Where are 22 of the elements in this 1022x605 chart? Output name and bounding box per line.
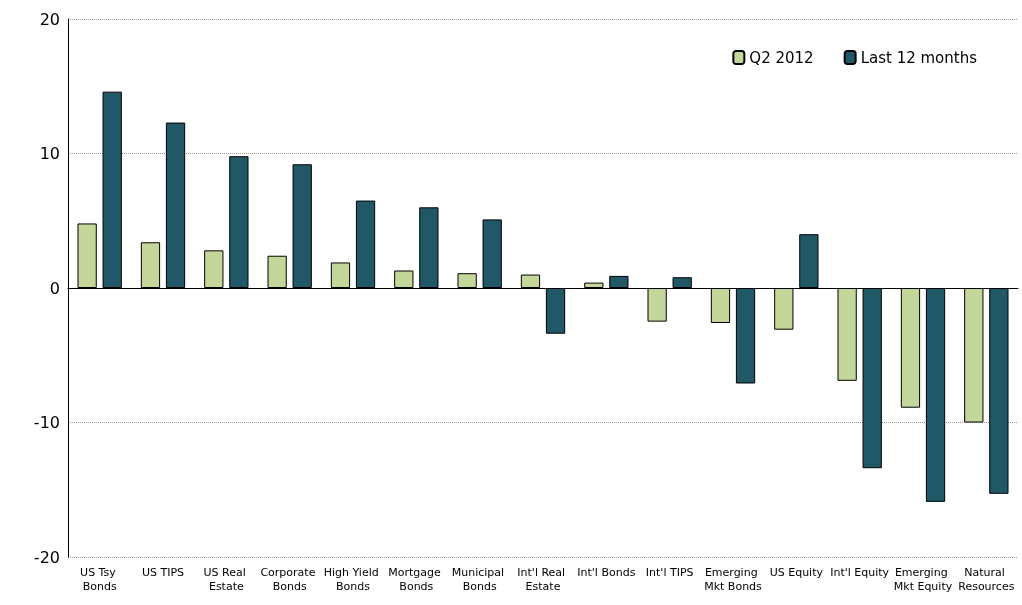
x-tick-label: US TIPS xyxy=(141,565,185,579)
x-tick-label: Int'l Real Estate xyxy=(517,565,569,593)
x-tick-label: Mortgage Bonds xyxy=(388,565,445,593)
x-tick-label: Emerging Mkt Bonds xyxy=(704,565,763,593)
legend-label: Last 12 months xyxy=(860,48,978,67)
x-tick-label: Municipal Bonds xyxy=(451,565,508,593)
x-tick-label: Natural Resources xyxy=(958,565,1015,593)
x-tick-label: Int'l Equity xyxy=(830,565,890,579)
x-tick-label: Corporate Bonds xyxy=(260,565,319,593)
y-tick-label: -10 xyxy=(33,413,60,432)
x-tick-label: US Equity xyxy=(769,565,824,579)
x-tick-label: High Yield Bonds xyxy=(323,565,383,593)
x-tick-label: Emerging Mkt Equity xyxy=(893,565,953,593)
y-tick-label: -20 xyxy=(33,547,60,567)
y-tick-label: 0 xyxy=(49,278,60,298)
legend-label: Q2 2012 xyxy=(749,48,814,67)
x-tick-label: US Real Estate xyxy=(203,565,250,593)
x-tick-label: Int'l TIPS xyxy=(645,565,694,579)
x-tick-label: US Tsy Bonds xyxy=(80,565,120,593)
y-tick-label: 10 xyxy=(39,144,60,163)
x-tick-label: Int'l Bonds xyxy=(577,565,636,579)
y-tick-label: 20 xyxy=(39,9,60,29)
